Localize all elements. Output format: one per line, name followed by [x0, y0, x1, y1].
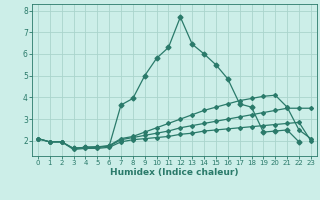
X-axis label: Humidex (Indice chaleur): Humidex (Indice chaleur): [110, 168, 239, 177]
